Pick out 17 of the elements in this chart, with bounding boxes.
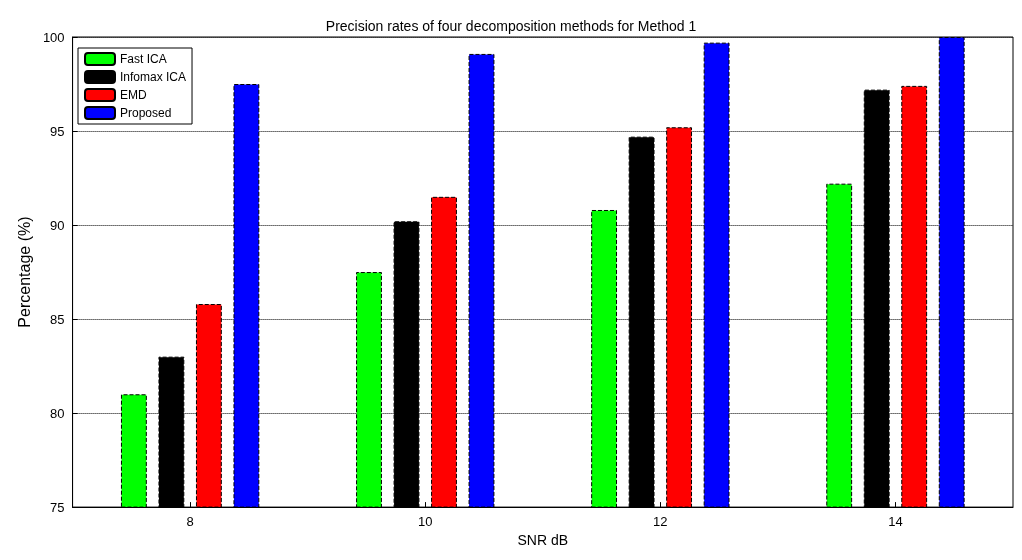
y-axis-title: Percentage (%): [15, 216, 33, 328]
legend-label: EMD: [120, 88, 147, 102]
y-tick-label: 90: [50, 217, 65, 233]
legend-label: Infomax ICA: [120, 70, 187, 84]
y-tick-label: 85: [50, 311, 65, 327]
x-tick-label: 10: [418, 514, 433, 530]
legend-label: Fast ICA: [120, 52, 167, 66]
y-tick-label: 80: [50, 405, 65, 421]
x-tick-label: 12: [653, 514, 668, 530]
legend-label: Proposed: [120, 106, 172, 120]
y-tick-label: 75: [50, 499, 65, 515]
chart-title: Precision rates of four decomposition methods for Method 1: [325, 18, 697, 34]
x-tick-label: 8: [186, 514, 194, 530]
x-axis-title: SNR dB: [517, 532, 569, 548]
x-tick-label: 14: [888, 514, 903, 530]
y-tick-label: 100: [42, 29, 65, 45]
y-tick-label: 95: [50, 123, 65, 139]
